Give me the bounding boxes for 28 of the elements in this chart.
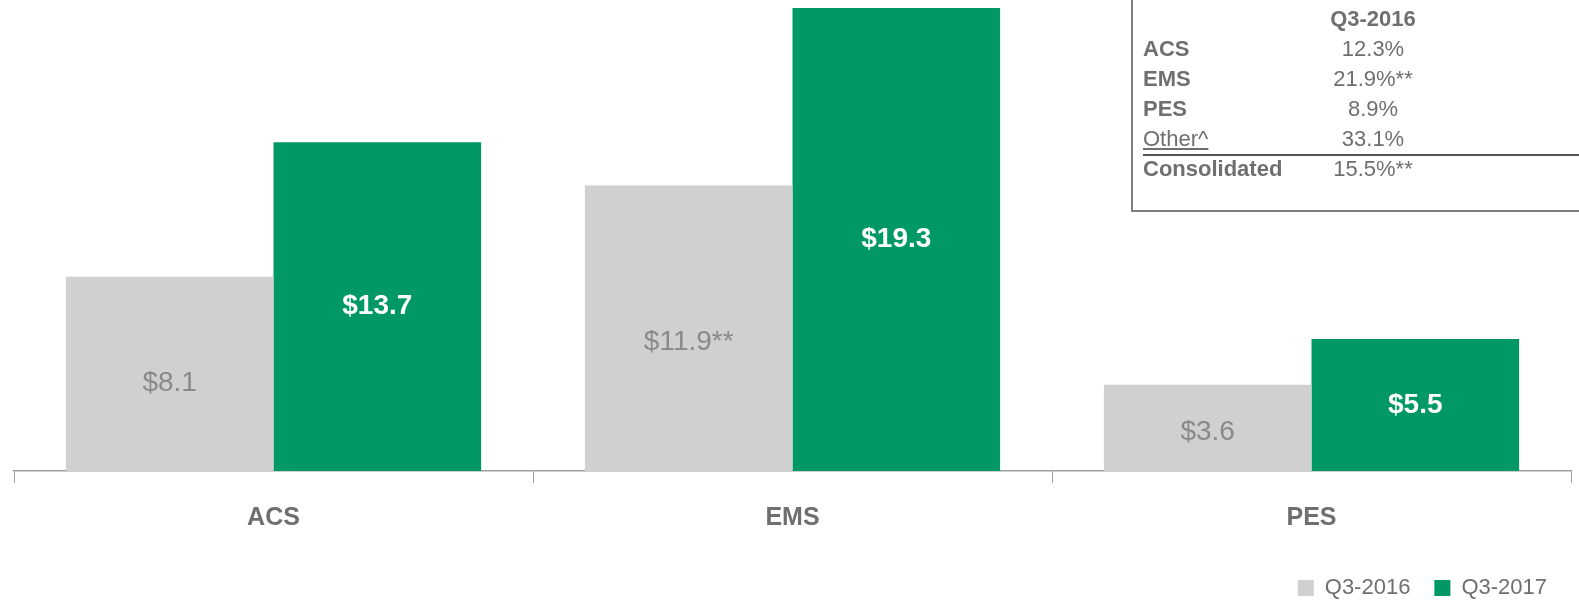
annotation: Other^ xyxy=(1143,126,1209,152)
bar xyxy=(792,8,1001,471)
annotation: 12.3% xyxy=(1340,36,1406,62)
x-tick-label: ACS xyxy=(247,501,300,530)
data-label: $13.7 xyxy=(342,289,413,321)
data-label: $3.6 xyxy=(1180,414,1235,446)
bar xyxy=(1311,339,1520,471)
bar xyxy=(584,185,793,471)
annotation: EMS xyxy=(1143,66,1191,92)
annotation: 21.9%** xyxy=(1332,66,1414,92)
data-label: $11.9** xyxy=(643,325,734,357)
legend-label: Q3-2016 xyxy=(1324,574,1411,600)
data-label: $8.1 xyxy=(142,366,197,398)
bar xyxy=(1103,384,1312,471)
annotation: 33.1% xyxy=(1340,126,1406,152)
x-tick-label: PES xyxy=(1286,501,1337,530)
legend-label: Q3-2017 xyxy=(1461,574,1548,600)
data-label: $19.3 xyxy=(861,222,932,254)
annotation: 15.5%** xyxy=(1332,156,1414,182)
bar xyxy=(65,276,274,471)
x-tick-label: EMS xyxy=(765,501,820,530)
annotation: Q3-2016 xyxy=(1329,6,1417,32)
annotation: Consolidated xyxy=(1143,156,1283,182)
annotation: 8.9% xyxy=(1346,96,1400,122)
bar xyxy=(273,142,482,471)
data-label: $5.5 xyxy=(1388,387,1443,419)
annotation: ACS xyxy=(1143,36,1190,62)
annotation: PES xyxy=(1143,96,1188,122)
